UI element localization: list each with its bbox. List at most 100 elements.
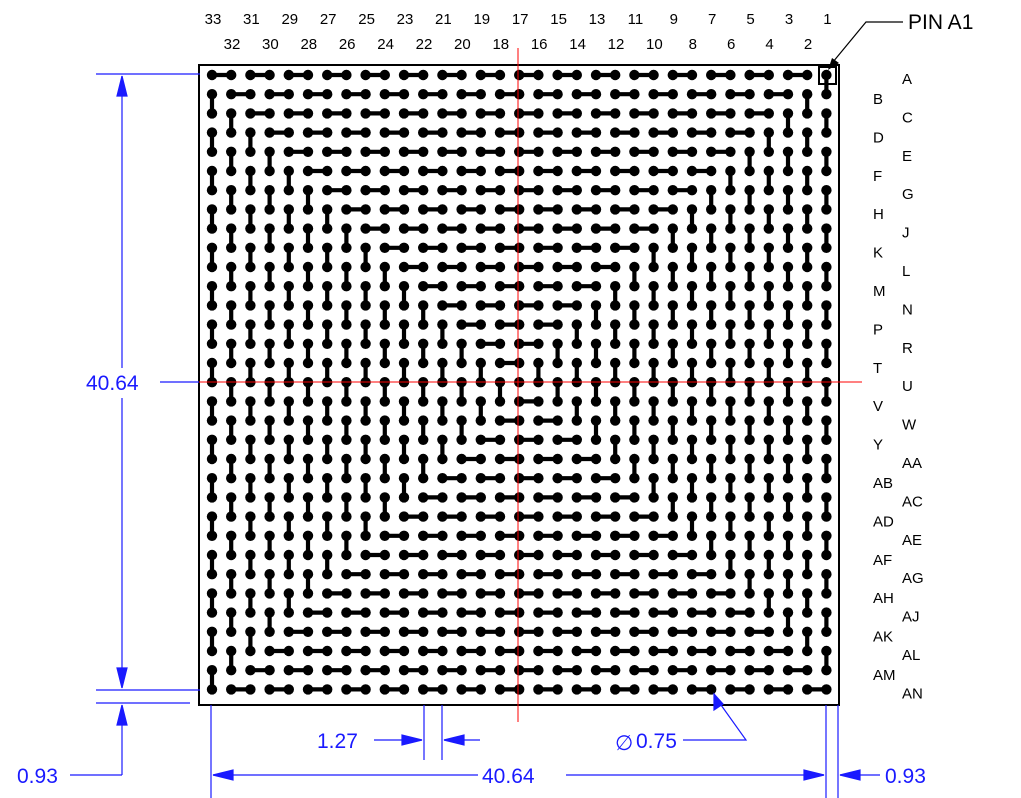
solder-ball [360,569,371,580]
solder-ball [245,511,256,522]
solder-ball [283,607,294,618]
solder-ball [763,434,774,445]
solder-ball [494,665,506,676]
solder-ball [706,223,717,234]
solder-ball [302,434,314,445]
solder-ball [821,69,832,81]
solder-ball [264,357,275,369]
solder-ball [629,492,640,503]
solder-ball [610,453,621,465]
solder-ball [418,473,429,484]
solder-ball [763,146,774,157]
solder-ball [418,242,429,253]
solder-ball [475,108,486,119]
solder-ball [206,108,218,119]
solder-ball [725,645,736,657]
solder-ball [264,645,275,657]
solder-ball [456,204,467,215]
solder-ball [341,319,352,330]
solder-ball [341,511,352,522]
solder-ball [379,223,390,234]
solder-ball [379,415,390,426]
solder-ball [264,665,275,676]
solder-ball [763,453,774,465]
solder-ball [226,165,237,177]
solder-ball [821,146,832,157]
solder-ball [706,473,717,484]
solder-ball [725,549,736,561]
pin-a1-callout: PIN A1 [827,11,973,70]
solder-ball [226,319,237,330]
solder-ball [782,569,794,580]
solder-ball [514,69,525,81]
solder-ball [725,473,736,484]
solder-ball [302,626,314,637]
solder-ball [398,69,410,81]
solder-ball [418,69,429,81]
solder-ball [610,473,621,484]
solder-ball [360,396,371,407]
solder-ball [341,165,352,177]
solder-ball [379,242,390,253]
column-number: 9 [670,11,678,28]
solder-ball [456,569,467,580]
solder-ball [302,684,314,695]
solder-ball [302,185,314,196]
column-number: 26 [339,36,356,53]
solder-ball [475,223,486,234]
solder-ball [245,434,256,445]
solder-ball [264,185,275,196]
solder-ball [552,530,563,541]
solder-ball [245,453,256,465]
column-number: 27 [320,11,337,28]
solder-ball [552,453,563,465]
row-letter: AL [902,647,920,664]
solder-ball [571,588,582,599]
solder-ball [571,261,582,273]
solder-ball [341,434,352,445]
solder-ball [283,530,294,541]
solder-ball [398,511,410,522]
solder-ball [456,645,467,657]
solder-ball [379,626,390,637]
solder-ball [322,146,333,157]
edge-left-arrow [116,704,128,726]
solder-ball [494,607,506,618]
solder-ball [322,645,333,657]
solder-ball [206,645,218,657]
solder-ball [514,607,525,618]
solder-ball [360,607,371,618]
solder-ball [667,127,678,138]
solder-ball [629,242,640,253]
solder-ball [226,261,237,273]
solder-ball [629,338,640,349]
solder-ball [648,127,659,138]
solder-ball [456,665,467,676]
solder-ball [706,165,717,177]
column-number: 17 [512,11,529,28]
solder-ball [782,684,794,695]
solder-ball [360,319,371,330]
solder-ball [322,89,333,100]
solder-ball [494,549,506,561]
solder-ball [360,108,371,119]
solder-ball [533,415,544,426]
solder-ball [686,69,698,81]
solder-ball [379,684,390,695]
pitch-dimension-label: 1.27 [317,730,358,753]
solder-ball [398,626,410,637]
solder-ball [418,549,429,561]
solder-ball [418,396,429,407]
solder-ball [379,69,390,81]
solder-ball [802,185,813,196]
solder-ball [552,261,563,273]
solder-ball [821,415,832,426]
solder-ball [302,127,314,138]
solder-ball [398,127,410,138]
solder-ball [360,242,371,253]
solder-ball [264,223,275,234]
solder-ball [360,223,371,234]
solder-ball [283,281,294,292]
solder-ball [686,453,698,465]
solder-ball [302,453,314,465]
